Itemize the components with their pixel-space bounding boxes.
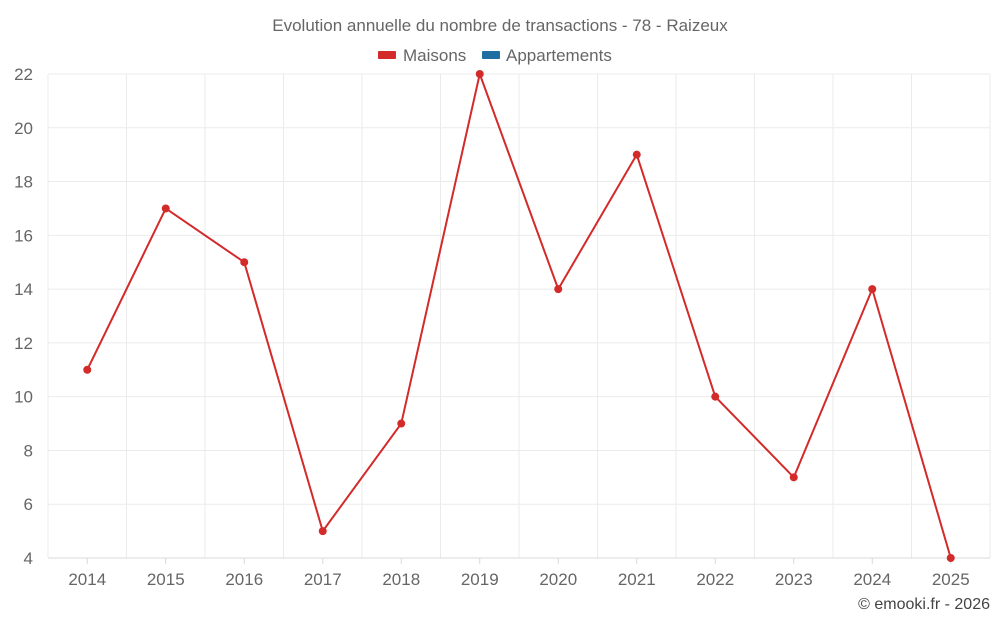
x-tick-label: 2021 — [618, 570, 656, 589]
data-point-maisons-2023[interactable] — [789, 473, 798, 482]
y-tick-label: 16 — [14, 226, 33, 245]
x-tick-label: 2014 — [68, 570, 106, 589]
x-tick-label: 2025 — [932, 570, 970, 589]
y-tick-label: 20 — [14, 119, 33, 138]
y-tick-label: 22 — [14, 65, 33, 84]
y-tick-label: 10 — [14, 388, 33, 407]
credit-text: © emooki.fr - 2026 — [858, 596, 990, 613]
legend: Maisons Appartements — [378, 46, 612, 65]
series-layer — [83, 70, 955, 562]
data-point-maisons-2024[interactable] — [868, 285, 877, 294]
data-point-maisons-2020[interactable] — [554, 285, 563, 294]
x-tick-label: 2022 — [696, 570, 734, 589]
x-tick-label: 2019 — [461, 570, 499, 589]
data-point-maisons-2018[interactable] — [397, 419, 406, 428]
data-point-maisons-2021[interactable] — [632, 150, 641, 159]
legend-swatch-appartements — [482, 51, 500, 59]
x-tick-label: 2015 — [147, 570, 185, 589]
legend-label-maisons: Maisons — [403, 46, 466, 65]
legend-label-appartements: Appartements — [506, 46, 612, 65]
legend-swatch-maisons — [378, 51, 396, 59]
chart-title: Evolution annuelle du nombre de transact… — [272, 16, 728, 35]
y-tick-label: 4 — [24, 549, 33, 568]
y-tick-label: 14 — [14, 280, 33, 299]
y-tick-label: 18 — [14, 173, 33, 192]
y-tick-label: 12 — [14, 334, 33, 353]
data-point-maisons-2015[interactable] — [161, 204, 170, 213]
data-point-maisons-2019[interactable] — [475, 70, 484, 78]
x-tick-label: 2020 — [539, 570, 577, 589]
y-tick-label: 8 — [24, 441, 33, 460]
series-line-maisons — [86, 73, 952, 559]
x-tick-label: 2018 — [382, 570, 420, 589]
x-tick-label: 2024 — [853, 570, 891, 589]
data-point-maisons-2022[interactable] — [711, 392, 720, 401]
data-point-maisons-2017[interactable] — [318, 527, 327, 536]
data-point-maisons-2025[interactable] — [946, 554, 955, 562]
data-point-maisons-2016[interactable] — [240, 258, 249, 267]
x-tick-label: 2023 — [775, 570, 813, 589]
x-tick-label: 2016 — [225, 570, 263, 589]
y-tick-label: 6 — [24, 495, 33, 514]
legend-item-appartements[interactable]: Appartements — [482, 46, 612, 65]
grid — [47, 73, 991, 559]
legend-item-maisons[interactable]: Maisons — [378, 46, 466, 65]
x-tick-label: 2017 — [304, 570, 342, 589]
data-point-maisons-2014[interactable] — [83, 365, 92, 374]
